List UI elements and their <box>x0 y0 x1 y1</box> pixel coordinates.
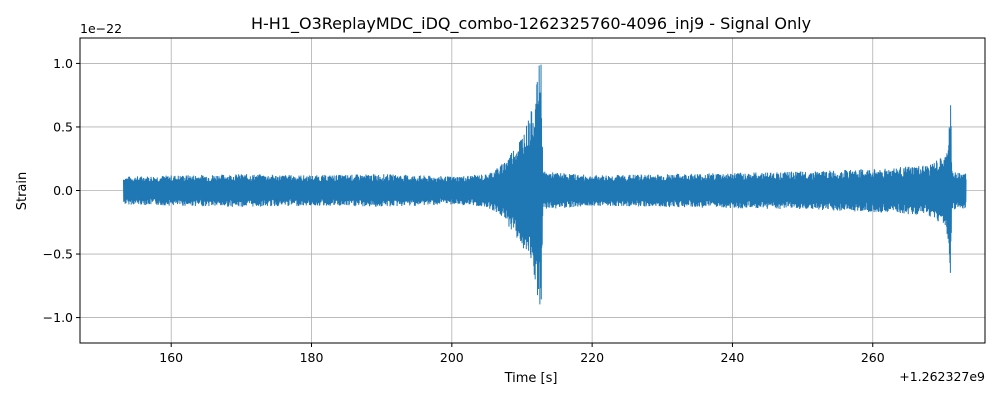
y-tick-label: −1.0 <box>43 310 73 325</box>
y-axis-label: Strain <box>15 172 30 211</box>
signal-series <box>123 64 967 305</box>
x-axis-ticks: 160 180 200 220 240 260 <box>159 343 885 365</box>
y-scale-label: 1e−22 <box>80 21 122 36</box>
x-tick-label: 220 <box>580 350 604 365</box>
x-axis-label: Time [s] <box>504 371 558 386</box>
x-tick-label: 260 <box>861 350 885 365</box>
x-tick-label: 160 <box>159 350 183 365</box>
signal-line <box>123 64 967 305</box>
x-tick-label: 200 <box>440 350 464 365</box>
x-offset-label: +1.262327e9 <box>899 369 985 384</box>
y-tick-label: 0.0 <box>53 183 73 198</box>
y-axis-ticks: −1.0 −0.5 0.0 0.5 1.0 <box>43 56 80 325</box>
y-tick-label: 0.5 <box>53 119 73 134</box>
y-tick-label: −0.5 <box>43 247 73 262</box>
x-tick-label: 180 <box>300 350 324 365</box>
y-tick-label: 1.0 <box>53 56 73 71</box>
x-tick-label: 240 <box>721 350 745 365</box>
chart-title: H-H1_O3ReplayMDC_iDQ_combo-1262325760-40… <box>251 14 811 34</box>
